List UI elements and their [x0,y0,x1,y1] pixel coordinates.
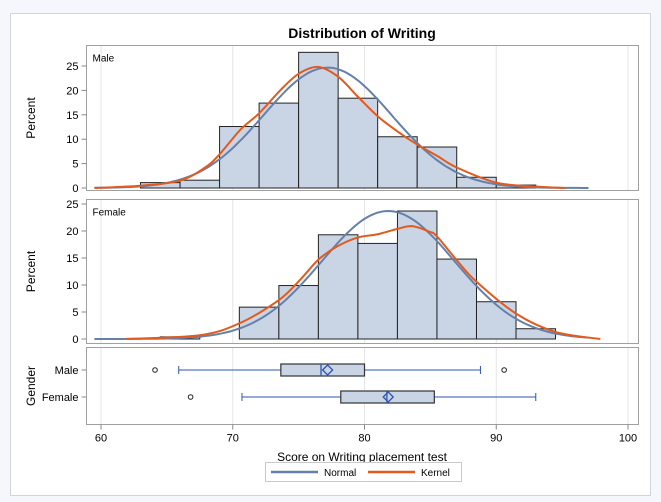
normal-curve [94,209,589,340]
y-axis-label-male: Percent [24,97,38,139]
y-tick-label: 25 [66,199,78,211]
histogram-bar [357,242,398,340]
panel-frame [86,45,639,191]
histogram-bar [219,126,260,189]
kernel-curve [125,225,601,340]
histogram-bar [317,234,359,340]
y-axis-label-female: Percent [24,250,38,292]
boxplot-frame [86,347,639,425]
mean-marker [321,364,334,376]
histogram-bar [416,146,458,189]
legend-normal-label: Normal [324,468,356,479]
histogram-bar [179,179,221,189]
y-axis-label-gender: Gender [24,366,38,406]
x-tick-label: 70 [227,433,239,445]
legend-frame [265,462,462,482]
mean-marker [382,391,395,403]
outlier-point [187,394,194,400]
x-tick-label: 80 [358,433,370,445]
panel-labels: Male Female Percent Percent Gender [24,54,126,407]
legend-kernel-label: Kernel [421,468,450,479]
histogram-bar [377,136,418,189]
panel-label-male: Male [93,54,115,65]
y-tick-label: 0 [72,334,78,346]
outlier-point [152,367,158,373]
legend: Normal Kernel [265,462,462,482]
y-tick-label: Male [55,365,79,377]
x-tick-label: 100 [619,433,637,445]
y-tick-label: Female [42,392,79,404]
histogram-bar [475,301,517,340]
outlier-point [501,367,507,373]
box [340,390,435,404]
y-tick-label: 10 [66,280,78,292]
panel-frame [86,199,639,344]
x-axis-label: Score on Writing placement test [277,450,448,464]
y-tick-label: 5 [72,159,78,171]
x-tick-label: 60 [95,433,107,445]
boxplot-background [86,347,639,425]
y-tick-label: 20 [66,85,78,97]
histogram-bar [238,306,280,340]
chart-title: Distribution of Writing [288,25,436,41]
y-tick-label: 5 [72,307,78,319]
histogram-bar [258,102,300,189]
histogram-bar [436,258,477,340]
y-tick-label: 10 [66,134,78,146]
histogram-bar [278,285,319,340]
plot-area: 0 5 10 15 20 25 0 5 10 15 20 25 Male Female 60 70 80 90 10… [42,45,639,445]
y-tick-label: 20 [66,226,78,238]
panel-label-female: Female [93,208,127,219]
y-tick-label: 0 [72,183,78,195]
kernel-curve [94,65,565,189]
y-tick-label: 15 [66,253,78,265]
histogram-bar [396,210,438,340]
y-tick-label: 25 [66,61,78,73]
x-tick-label: 90 [490,433,502,445]
y-tick-label: 15 [66,110,78,122]
